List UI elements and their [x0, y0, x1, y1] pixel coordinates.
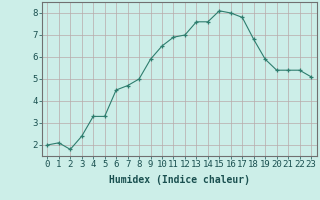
X-axis label: Humidex (Indice chaleur): Humidex (Indice chaleur): [109, 175, 250, 185]
